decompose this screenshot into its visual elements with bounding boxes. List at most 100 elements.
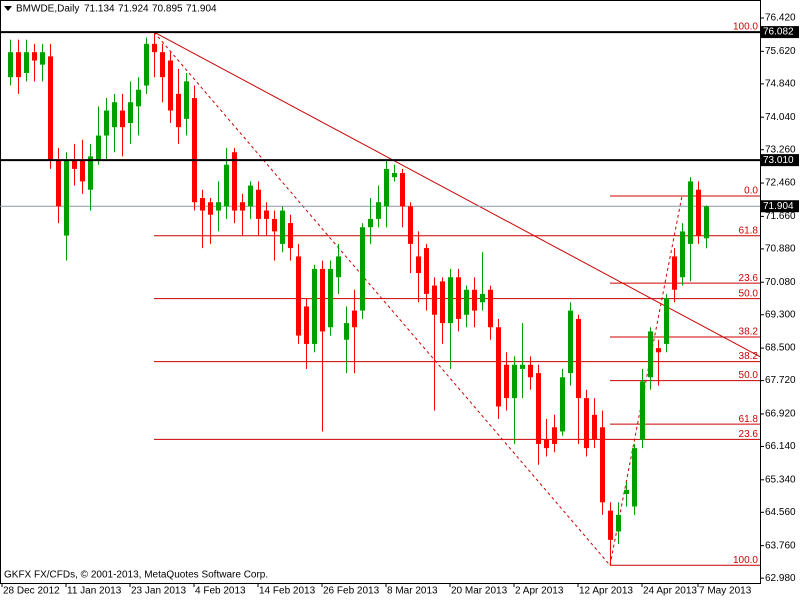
candle-body [648, 331, 653, 378]
candle-body [96, 135, 101, 161]
candle-body [184, 81, 189, 119]
y-tick-label: 74.040 [765, 112, 796, 123]
candle-body [568, 310, 573, 374]
candle-body [88, 156, 93, 190]
candle-body [472, 289, 477, 311]
candle-body [296, 256, 301, 336]
candle-body [440, 281, 445, 324]
x-tick-label: 12 Apr 2013 [579, 586, 633, 597]
x-tick-label: 20 Mar 2013 [451, 586, 508, 597]
candle-body [336, 256, 341, 278]
candle-body [400, 173, 405, 207]
x-tick-label: 2 Apr 2013 [515, 586, 564, 597]
y-tick-label: 70.080 [765, 277, 796, 288]
candle-body [432, 285, 437, 315]
candle-body [200, 198, 205, 211]
candle-body [416, 256, 421, 274]
candle-body [616, 514, 621, 532]
menu-triangle[interactable] [4, 6, 12, 11]
candle-body [232, 152, 237, 211]
candle-body [224, 164, 229, 207]
y-tick-label: 66.140 [765, 441, 796, 452]
price-label-box [761, 154, 799, 167]
price-label: 73.010 [763, 155, 794, 166]
fibo-label: 61.8 [739, 225, 759, 236]
plot-border [0, 0, 761, 584]
candle-body [624, 489, 629, 494]
current-price-label: 71.904 [763, 201, 794, 212]
candle-body [80, 160, 85, 182]
header-open: 71.134 [84, 4, 115, 15]
x-tick-label: 11 Jan 2013 [67, 586, 122, 597]
x-tick-label: 26 Feb 2013 [323, 586, 380, 597]
candle-body [680, 231, 685, 278]
trendline [153, 31, 761, 358]
candle-body [24, 52, 29, 74]
symbol: BMWDE,Daily [16, 4, 79, 15]
candle-body [128, 102, 133, 124]
candle-body [16, 52, 21, 78]
y-tick-label: 70.880 [765, 244, 796, 255]
candle-body [640, 381, 645, 440]
candle-body [272, 218, 277, 232]
candle-body [192, 98, 197, 203]
candle-body [584, 398, 589, 449]
y-tick-label: 74.840 [765, 78, 796, 89]
candle-body [240, 202, 245, 211]
candle-body [376, 202, 381, 219]
candle-body [328, 268, 333, 328]
y-tick-label: 76.420 [765, 13, 796, 24]
y-tick-label: 68.500 [765, 343, 796, 354]
y-tick-label: 72.460 [765, 178, 796, 189]
candle-body [576, 318, 581, 399]
copyright: GKFX FX/CFDs, © 2001-2013, MetaQuotes So… [4, 570, 268, 581]
candle-body [408, 206, 413, 244]
candle-body [520, 364, 525, 369]
candle-body [368, 218, 373, 228]
candle-body [208, 202, 213, 215]
y-tick-label: 62.980 [765, 573, 796, 584]
candle-body [544, 439, 549, 449]
candle-body [392, 173, 397, 178]
fibo-label: 50.0 [739, 370, 759, 381]
candle-body [352, 310, 357, 328]
y-tick-label: 73.260 [765, 144, 796, 155]
candle-body [600, 427, 605, 503]
x-tick-label: 7 May 2013 [699, 586, 752, 597]
candle-body [264, 210, 269, 219]
candle-body [112, 102, 117, 128]
candle-body [136, 89, 141, 107]
candle-body [248, 185, 253, 207]
candle-body [632, 448, 637, 507]
candle-body [608, 510, 613, 540]
candle-body [312, 268, 317, 344]
y-tick-label: 75.620 [765, 46, 796, 57]
fibo-label: 0.0 [744, 186, 758, 197]
candle-body [72, 160, 77, 169]
x-tick-label: 8 Mar 2013 [387, 586, 438, 597]
x-tick-label: 4 Feb 2013 [195, 586, 246, 597]
y-tick-label: 66.920 [765, 409, 796, 420]
candle-body [144, 43, 149, 86]
candle-body [176, 93, 181, 128]
fibo-label: 38.2 [739, 327, 759, 338]
candle-body [304, 306, 309, 344]
price-label-box [761, 26, 799, 39]
candle-body [688, 181, 693, 244]
fibo-label: 61.8 [739, 414, 759, 425]
candle-body [592, 414, 597, 440]
candle-body [704, 206, 709, 239]
candle-body [504, 364, 509, 399]
header-low: 70.895 [152, 4, 183, 15]
candle-body [40, 52, 45, 65]
candle-body [672, 256, 677, 290]
candle-body [160, 52, 165, 78]
candle-body [280, 210, 285, 244]
fibo-label: 38.2 [739, 351, 759, 362]
candle-body [552, 427, 557, 444]
candle-body [512, 364, 517, 399]
candle-body [344, 323, 349, 340]
candle-body [360, 227, 365, 311]
